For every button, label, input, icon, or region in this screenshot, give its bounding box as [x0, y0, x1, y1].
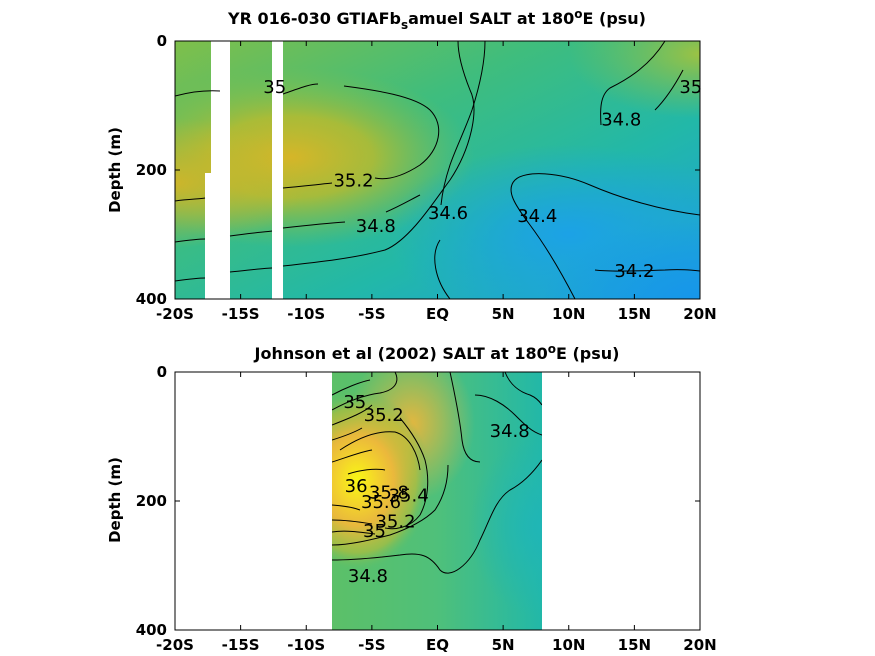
contour-label: 34.4: [517, 206, 557, 227]
bottom-y-tick-labels: 0 200 400: [136, 363, 167, 639]
x-tick-label: 10N: [552, 636, 585, 654]
x-tick-label: EQ: [426, 305, 449, 323]
bottom-salinity-field: [332, 372, 542, 630]
y-tick-label: 400: [136, 290, 167, 308]
x-tick-label: 20N: [683, 305, 716, 323]
y-tick-label: 0: [157, 32, 167, 50]
bottom-title-main: Johnson et al (2002) SALT at 180: [254, 344, 548, 363]
contour-label: 35.8: [369, 482, 409, 503]
top-title-rest: amuel SALT at 180: [408, 9, 574, 28]
contour-label: 35.2: [375, 511, 415, 532]
missing-data-gap: [205, 173, 230, 299]
contour-label: 35: [343, 392, 366, 413]
top-y-axis-label: Depth (m): [106, 127, 124, 213]
top-y-tick-labels: 0 200 400: [136, 32, 167, 308]
x-tick-label: -15S: [222, 636, 260, 654]
top-title-subscript: s: [401, 18, 408, 32]
contour-label: 34.8: [490, 421, 530, 442]
contour-label: 35: [679, 77, 702, 98]
y-tick-label: 200: [136, 492, 167, 510]
contour-label: 35: [363, 521, 386, 542]
x-tick-label: 5N: [492, 636, 515, 654]
contour-label: 35.6: [361, 492, 401, 513]
x-tick-label: 5N: [492, 305, 515, 323]
x-tick-label: -20S: [156, 636, 194, 654]
bottom-chart-title: Johnson et al (2002) SALT at 180oE (psu): [254, 342, 620, 363]
x-tick-label: 20N: [683, 636, 716, 654]
x-tick-label: -5S: [358, 305, 385, 323]
contour-label: 34.8: [601, 109, 641, 130]
contour-label: 35.4: [389, 486, 429, 507]
contour-label: 34.2: [614, 261, 654, 282]
contour-label: 36: [345, 476, 368, 497]
top-chart-title: YR 016-030 GTIAFbsamuel SALT at 180oE (p…: [227, 7, 646, 32]
top-salinity-field: [175, 41, 700, 299]
x-tick-label: 15N: [618, 305, 651, 323]
top-title-end: E (psu): [583, 9, 647, 28]
top-x-tick-labels: -20S -15S -10S -5S EQ 5N 10N 15N 20N: [156, 305, 717, 323]
x-tick-label: -15S: [222, 305, 260, 323]
contour-label: 34.8: [348, 566, 388, 587]
x-tick-label: -5S: [358, 636, 385, 654]
x-tick-label: -10S: [287, 636, 325, 654]
x-tick-label: EQ: [426, 636, 449, 654]
y-tick-label: 400: [136, 621, 167, 639]
contour-label: 34.6: [428, 203, 468, 224]
bottom-contour-lines: [332, 372, 542, 574]
missing-data-gap: [272, 41, 283, 299]
bottom-title-end: E (psu): [556, 344, 620, 363]
y-tick-label: 200: [136, 161, 167, 179]
x-tick-label: 10N: [552, 305, 585, 323]
bottom-x-tick-labels: -20S -15S -10S -5S EQ 5N 10N 15N 20N: [156, 636, 717, 654]
contour-label: 34.8: [356, 216, 396, 237]
bottom-title-superscript: o: [548, 342, 556, 356]
y-tick-label: 0: [157, 363, 167, 381]
bottom-ticks: [174, 371, 701, 631]
x-tick-label: -20S: [156, 305, 194, 323]
bottom-y-axis-label: Depth (m): [106, 457, 124, 543]
x-tick-label: -10S: [287, 305, 325, 323]
x-tick-label: 15N: [618, 636, 651, 654]
missing-data-gap: [211, 41, 230, 173]
top-contour-lines: [175, 41, 700, 299]
contour-label: 35.2: [333, 171, 373, 192]
top-contour-labels: 35 35.2 34.8 34.6 34.4 34.8 35 34.2: [263, 77, 702, 282]
top-ticks: [174, 40, 701, 300]
contour-label: 35.2: [364, 405, 404, 426]
top-title-main: YR 016-030 GTIAFb: [227, 9, 401, 28]
contour-label: 35: [263, 77, 286, 98]
top-title-superscript: o: [574, 7, 582, 21]
